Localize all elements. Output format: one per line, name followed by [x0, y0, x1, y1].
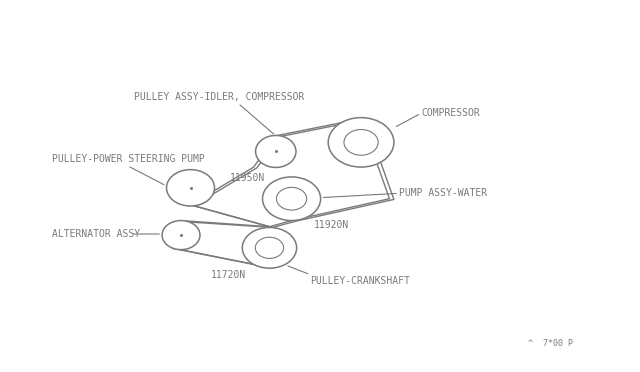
- Text: COMPRESSOR: COMPRESSOR: [421, 108, 480, 118]
- Text: PULLEY-POWER STEERING PUMP: PULLEY-POWER STEERING PUMP: [52, 154, 204, 164]
- Ellipse shape: [243, 227, 296, 268]
- Text: 11920N: 11920N: [314, 220, 349, 230]
- Text: 11720N: 11720N: [211, 270, 246, 280]
- Text: PULLEY ASSY-IDLER, COMPRESSOR: PULLEY ASSY-IDLER, COMPRESSOR: [134, 92, 304, 102]
- Ellipse shape: [262, 177, 321, 221]
- Ellipse shape: [162, 221, 200, 250]
- Text: PULLEY-CRANKSHAFT: PULLEY-CRANKSHAFT: [310, 276, 410, 286]
- Text: 11950N: 11950N: [230, 173, 265, 183]
- Text: ^  7*00 P: ^ 7*00 P: [527, 339, 573, 348]
- Ellipse shape: [328, 118, 394, 167]
- Ellipse shape: [166, 170, 214, 206]
- Text: PUMP ASSY-WATER: PUMP ASSY-WATER: [399, 188, 487, 198]
- Text: ALTERNATOR ASSY: ALTERNATOR ASSY: [52, 229, 140, 239]
- Ellipse shape: [255, 135, 296, 167]
